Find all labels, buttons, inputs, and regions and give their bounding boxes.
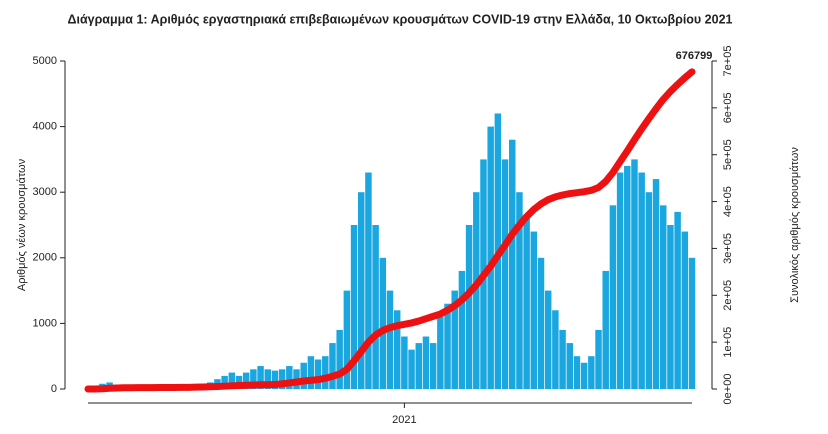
bar xyxy=(487,126,494,389)
bar xyxy=(286,366,293,389)
bar xyxy=(322,356,329,389)
bar xyxy=(358,192,365,389)
bar xyxy=(501,159,509,389)
bar xyxy=(415,343,422,389)
y2-tick-label: 0e+00 xyxy=(722,374,734,405)
bar xyxy=(300,362,307,389)
bar xyxy=(350,225,358,389)
y2-tick-label: 5e+05 xyxy=(722,139,734,170)
y2-tick-label: 1e+05 xyxy=(722,327,734,358)
bar xyxy=(631,159,638,389)
bar xyxy=(343,290,351,389)
y-tick-label: 5000 xyxy=(33,55,57,67)
y2-tick-label: 2e+05 xyxy=(722,280,734,311)
bar xyxy=(552,310,559,389)
bar xyxy=(638,172,645,389)
bar xyxy=(530,231,538,389)
y-tick-label: 4000 xyxy=(33,121,57,133)
bar xyxy=(386,290,394,389)
chart-title: Διάγραμμα 1: Αριθμός εργαστηριακά επιβεβ… xyxy=(67,12,732,26)
y2-tick-label: 4e+05 xyxy=(722,186,734,217)
bar xyxy=(595,329,602,389)
bar xyxy=(393,310,401,389)
bar xyxy=(473,192,480,389)
bar xyxy=(681,231,689,389)
bar xyxy=(250,369,257,389)
bar xyxy=(602,270,609,389)
bar xyxy=(465,225,473,389)
bar xyxy=(566,343,573,389)
y2-tick-label: 7e+05 xyxy=(722,46,734,77)
bar xyxy=(329,343,336,389)
bar xyxy=(667,225,674,389)
bar xyxy=(401,336,408,389)
bar xyxy=(314,359,322,389)
bar xyxy=(242,372,250,389)
bar xyxy=(645,192,653,389)
bar xyxy=(559,329,566,389)
bar xyxy=(278,369,286,389)
bar xyxy=(271,370,279,389)
bar xyxy=(609,205,617,389)
bar xyxy=(509,139,516,389)
bar xyxy=(429,343,437,389)
y-tick-label: 2000 xyxy=(33,252,57,264)
annotation: 676799 xyxy=(676,50,713,62)
bar xyxy=(523,218,530,389)
y2-tick-label: 6e+05 xyxy=(722,92,734,123)
bar xyxy=(588,356,595,389)
bar xyxy=(458,270,466,389)
bar xyxy=(444,303,451,389)
bar xyxy=(451,290,458,389)
x-tick-label: 2021 xyxy=(392,414,416,426)
bar xyxy=(660,205,667,389)
bar xyxy=(408,349,415,389)
y-axis-label: Αριθμός νέων κρουσμάτων xyxy=(16,158,28,291)
bar xyxy=(365,172,372,389)
y-tick-label: 3000 xyxy=(33,186,57,198)
bar xyxy=(264,369,271,389)
bar xyxy=(652,179,660,389)
bar xyxy=(372,225,379,389)
bar xyxy=(307,356,315,389)
bar xyxy=(437,316,444,389)
bar xyxy=(257,366,264,389)
bar xyxy=(379,257,387,389)
bar xyxy=(624,165,631,389)
bar xyxy=(221,375,228,389)
y2-axis-label: Συνολικός αριθμός κρουσμάτων xyxy=(789,147,801,303)
y-tick-label: 0 xyxy=(51,383,57,395)
bar xyxy=(422,336,430,389)
bar xyxy=(544,290,552,389)
bar xyxy=(537,257,545,389)
bar xyxy=(674,211,681,389)
bar xyxy=(580,362,588,389)
y2-tick-label: 3e+05 xyxy=(722,233,734,264)
bar xyxy=(688,257,696,389)
bar xyxy=(573,356,581,389)
bar xyxy=(616,172,624,389)
bar xyxy=(228,372,236,389)
bar xyxy=(336,329,343,389)
cumulative-line xyxy=(84,68,696,393)
y-tick-label: 1000 xyxy=(33,317,57,329)
bar xyxy=(516,192,523,389)
